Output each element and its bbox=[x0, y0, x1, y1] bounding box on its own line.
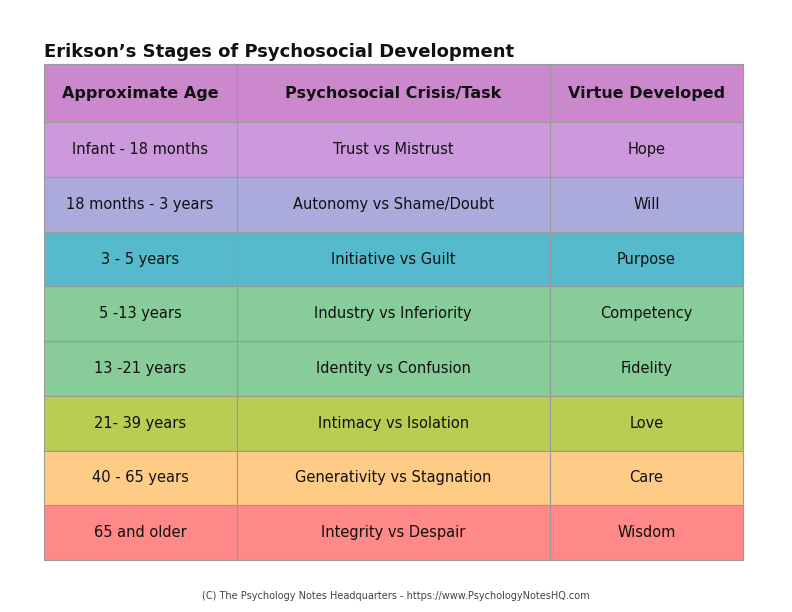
Text: 40 - 65 years: 40 - 65 years bbox=[92, 471, 188, 485]
Text: Autonomy vs Shame/Doubt: Autonomy vs Shame/Doubt bbox=[293, 197, 494, 212]
Bar bbox=[44, 506, 237, 560]
Bar bbox=[44, 286, 237, 341]
Text: Hope: Hope bbox=[627, 142, 665, 157]
Bar bbox=[237, 64, 550, 122]
Text: Wisdom: Wisdom bbox=[617, 525, 676, 540]
Bar bbox=[44, 177, 237, 232]
Bar bbox=[44, 341, 237, 396]
Bar bbox=[237, 232, 550, 286]
Text: Initiative vs Guilt: Initiative vs Guilt bbox=[331, 252, 455, 267]
Bar bbox=[550, 286, 743, 341]
Text: Industry vs Inferiority: Industry vs Inferiority bbox=[314, 307, 472, 321]
Bar bbox=[237, 450, 550, 506]
Bar bbox=[550, 122, 743, 177]
Text: 3 - 5 years: 3 - 5 years bbox=[101, 252, 179, 267]
Text: Will: Will bbox=[634, 197, 660, 212]
Text: Trust vs Mistrust: Trust vs Mistrust bbox=[333, 142, 454, 157]
Bar bbox=[550, 232, 743, 286]
Bar bbox=[44, 450, 237, 506]
Text: Approximate Age: Approximate Age bbox=[62, 86, 219, 101]
Text: 21- 39 years: 21- 39 years bbox=[94, 416, 186, 431]
Bar bbox=[44, 232, 237, 286]
Text: 13 -21 years: 13 -21 years bbox=[94, 361, 186, 376]
Bar bbox=[237, 341, 550, 396]
Text: Infant - 18 months: Infant - 18 months bbox=[72, 142, 208, 157]
Bar bbox=[237, 286, 550, 341]
Bar bbox=[550, 64, 743, 122]
Text: Integrity vs Despair: Integrity vs Despair bbox=[321, 525, 466, 540]
Text: Purpose: Purpose bbox=[617, 252, 676, 267]
Bar bbox=[550, 396, 743, 450]
Text: Intimacy vs Isolation: Intimacy vs Isolation bbox=[318, 416, 469, 431]
Text: Fidelity: Fidelity bbox=[620, 361, 672, 376]
Bar bbox=[44, 122, 237, 177]
Bar bbox=[237, 506, 550, 560]
Text: 65 and older: 65 and older bbox=[93, 525, 186, 540]
Text: Generativity vs Stagnation: Generativity vs Stagnation bbox=[295, 471, 492, 485]
Bar bbox=[550, 177, 743, 232]
Text: Care: Care bbox=[630, 471, 664, 485]
Text: (C) The Psychology Notes Headquarters - https://www.PsychologyNotesHQ.com: (C) The Psychology Notes Headquarters - … bbox=[202, 591, 590, 601]
Text: Virtue Developed: Virtue Developed bbox=[568, 86, 725, 101]
Bar bbox=[550, 506, 743, 560]
Text: Erikson’s Stages of Psychosocial Development: Erikson’s Stages of Psychosocial Develop… bbox=[44, 43, 514, 61]
Bar bbox=[44, 64, 237, 122]
Text: Psychosocial Crisis/Task: Psychosocial Crisis/Task bbox=[285, 86, 501, 101]
Bar bbox=[237, 122, 550, 177]
Bar bbox=[550, 341, 743, 396]
Text: 18 months - 3 years: 18 months - 3 years bbox=[67, 197, 214, 212]
Bar bbox=[237, 177, 550, 232]
Bar bbox=[237, 396, 550, 450]
Text: Love: Love bbox=[630, 416, 664, 431]
Text: 5 -13 years: 5 -13 years bbox=[99, 307, 181, 321]
Bar bbox=[550, 450, 743, 506]
Bar bbox=[44, 396, 237, 450]
Text: Competency: Competency bbox=[600, 307, 693, 321]
Text: Identity vs Confusion: Identity vs Confusion bbox=[316, 361, 470, 376]
